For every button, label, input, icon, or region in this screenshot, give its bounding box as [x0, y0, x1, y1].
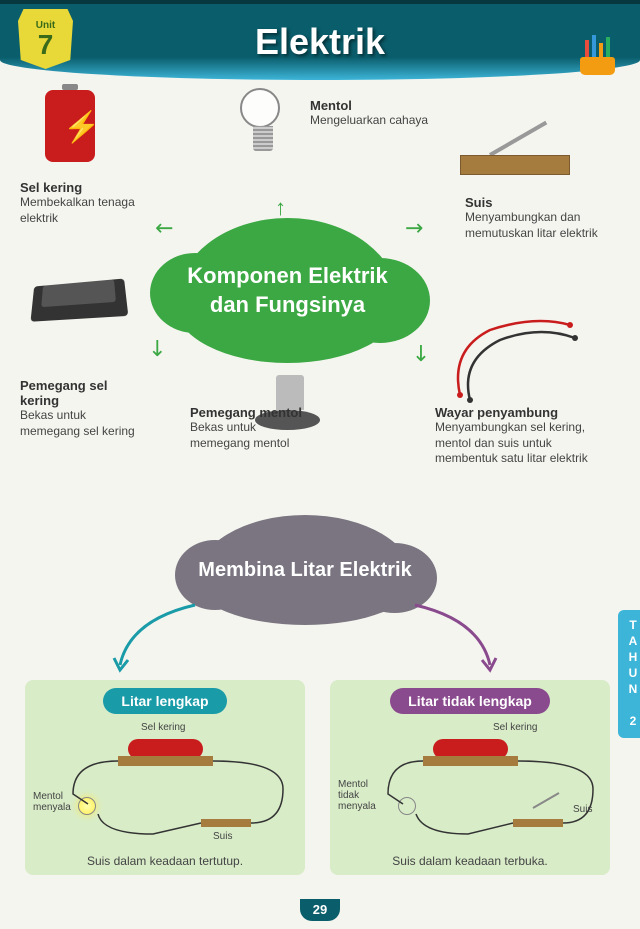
battery-title: Sel kering	[20, 180, 140, 195]
battery-holder-icon	[30, 265, 130, 355]
battery-desc: Membekalkan tenaga elektrik	[20, 195, 140, 226]
holder-title: Pemegang sel kering	[20, 378, 140, 408]
circuit-complete-diagram: Sel kering Mentol menyala Suis	[33, 719, 297, 849]
bulb-title: Mentol	[310, 98, 450, 113]
page-number: 29	[300, 899, 340, 921]
center-cloud-text: Komponen Elektrik dan Fungsinya	[175, 262, 400, 319]
circuit-incomplete-diagram: Sel kering Mentol tidak menyala Suis	[338, 719, 602, 849]
bulb-desc: Mengeluarkan cahaya	[310, 113, 450, 129]
page-header: Unit 7 Elektrik	[0, 0, 640, 80]
holder-desc: Bekas untuk memegang sel kering	[20, 408, 140, 439]
arrow-curve-icon	[400, 600, 520, 680]
wire-title: Wayar penyambung	[435, 405, 615, 420]
arrow-icon: ↗	[406, 337, 437, 368]
arrow-icon: ↗	[399, 212, 430, 243]
cloud2-text: Membina Litar Elektrik	[198, 557, 411, 583]
center-cloud: Komponen Elektrik dan Fungsinya	[175, 218, 400, 363]
circuit-incomplete-label: Litar tidak lengkap	[390, 688, 550, 714]
unit-number: 7	[38, 31, 54, 59]
page-title: Elektrik	[255, 21, 385, 63]
switch-text: Suis Menyambungkan dan memutuskan litar …	[465, 195, 625, 241]
side-tab: TAHUN 2	[618, 610, 640, 738]
bhold-title: Pemegang mentol	[190, 405, 310, 420]
arrow-icon: ↑	[275, 195, 286, 221]
arrow-curve-icon	[100, 600, 220, 680]
switch-title: Suis	[465, 195, 625, 210]
bulb-icon	[240, 88, 285, 158]
bulb-holder-text: Pemegang mentol Bekas untuk memegang men…	[190, 405, 310, 451]
battery-text: Sel kering Membekalkan tenaga elektrik	[20, 180, 140, 226]
wire-icon	[445, 310, 585, 410]
wire-desc: Menyambungkan sel kering, mentol dan sui…	[435, 420, 615, 467]
arrow-icon: ↖	[142, 332, 173, 363]
cloud-build-circuit: Membina Litar Elektrik	[195, 515, 415, 625]
battery-icon: ⚡	[45, 90, 95, 162]
bhold-desc: Bekas untuk memegang mentol	[190, 420, 310, 451]
circuit-complete-label: Litar lengkap	[103, 688, 226, 714]
unit-badge: Unit 7	[18, 9, 73, 69]
circuit-incomplete-box: Litar tidak lengkap Sel kering Mentol ti…	[330, 680, 610, 875]
switch-icon	[460, 115, 570, 175]
arrow-icon: ↖	[149, 212, 180, 243]
battery-holder-text: Pemegang sel kering Bekas untuk memegang…	[20, 378, 140, 439]
circuit-complete-box: Litar lengkap Sel kering Mentol menyala …	[25, 680, 305, 875]
pencils-icon	[580, 30, 615, 75]
switch-desc: Menyambungkan dan memutuskan litar elekt…	[465, 210, 625, 241]
wire-text: Wayar penyambung Menyambungkan sel kerin…	[435, 405, 615, 467]
bulb-text: Mentol Mengeluarkan cahaya	[310, 98, 450, 129]
circuit-incomplete-caption: Suis dalam keadaan terbuka.	[338, 854, 602, 868]
circuit-complete-caption: Suis dalam keadaan tertutup.	[33, 854, 297, 868]
